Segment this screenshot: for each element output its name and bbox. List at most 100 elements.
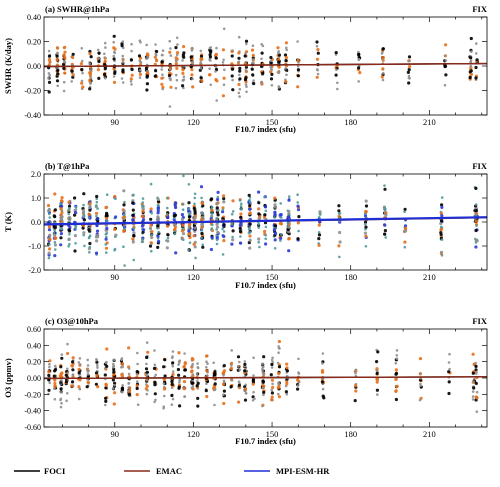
data-point (131, 201, 135, 205)
data-point (383, 229, 387, 233)
data-point (336, 81, 339, 85)
data-point (199, 54, 204, 59)
data-point (112, 364, 116, 368)
data-point (221, 61, 225, 64)
data-point (191, 85, 195, 89)
data-point (395, 357, 399, 361)
data-point (103, 373, 107, 377)
data-point (277, 365, 282, 369)
data-point (60, 353, 64, 356)
data-point (440, 219, 444, 223)
y-tick-label: -0.60 (24, 423, 41, 432)
data-point (230, 349, 233, 352)
data-point (271, 385, 275, 390)
data-point (270, 395, 274, 399)
data-point (96, 366, 99, 369)
data-point (215, 242, 219, 246)
data-point (276, 46, 280, 50)
data-point (96, 233, 100, 237)
data-point (156, 234, 160, 238)
data-point (56, 72, 60, 76)
data-point (261, 368, 265, 372)
data-point (168, 77, 171, 80)
data-point (213, 387, 217, 391)
data-point (338, 255, 341, 259)
data-point (174, 205, 178, 210)
data-point (279, 239, 282, 242)
data-point (53, 384, 57, 388)
data-point (443, 54, 447, 58)
data-point (287, 213, 291, 216)
data-point (59, 207, 63, 211)
data-point (383, 232, 387, 236)
data-point (475, 396, 479, 400)
data-point (149, 217, 153, 221)
data-point (394, 389, 398, 393)
data-point (187, 201, 191, 205)
data-point (317, 233, 322, 237)
data-point (95, 200, 99, 204)
data-point (167, 73, 172, 78)
data-point (46, 203, 51, 208)
data-point (270, 362, 274, 367)
data-point (297, 229, 300, 233)
data-point (236, 355, 241, 359)
data-point (105, 226, 109, 230)
data-point (251, 379, 255, 383)
data-point (191, 373, 195, 376)
data-point (264, 225, 268, 229)
data-point (104, 46, 107, 49)
data-point (229, 385, 233, 389)
data-point (105, 211, 109, 215)
data-point (52, 214, 56, 218)
data-point (239, 215, 243, 219)
data-point (296, 68, 300, 72)
data-point (135, 386, 139, 391)
y-tick-label: 0.40 (27, 341, 41, 350)
data-point (191, 60, 194, 64)
data-point (137, 54, 142, 58)
data-point (153, 55, 157, 59)
data-point (257, 237, 261, 241)
data-point (156, 209, 160, 213)
x-tick-label: 120 (187, 117, 200, 127)
data-point (243, 369, 247, 373)
data-point (357, 66, 361, 70)
data-point (181, 53, 185, 57)
data-point (148, 244, 153, 248)
data-point (178, 404, 182, 408)
data-point (474, 228, 478, 233)
data-point (86, 358, 89, 362)
data-point (244, 65, 248, 69)
data-point (270, 84, 274, 87)
data-point (53, 398, 57, 401)
data-point (261, 404, 264, 408)
data-point (317, 237, 321, 241)
y-tick-label: 2.0 (31, 170, 41, 179)
data-point (127, 381, 131, 385)
data-point (248, 226, 251, 230)
data-point (190, 364, 194, 368)
data-point (48, 73, 51, 77)
y-tick-label: -2.0 (28, 266, 41, 275)
data-point (263, 213, 267, 217)
data-point (182, 45, 186, 49)
data-point (284, 41, 288, 45)
data-point (182, 86, 185, 90)
data-point (174, 59, 178, 62)
data-point (88, 245, 92, 249)
data-point (317, 216, 321, 219)
data-point (444, 43, 448, 47)
data-point (439, 228, 443, 232)
data-point (199, 61, 202, 65)
data-point (264, 209, 268, 213)
data-point (201, 215, 205, 219)
data-point (468, 76, 472, 80)
data-point (47, 388, 51, 392)
data-point (364, 199, 368, 203)
data-point (238, 66, 242, 70)
data-point (201, 211, 204, 215)
data-point (287, 225, 291, 229)
data-point (320, 380, 324, 384)
data-point (55, 46, 60, 50)
